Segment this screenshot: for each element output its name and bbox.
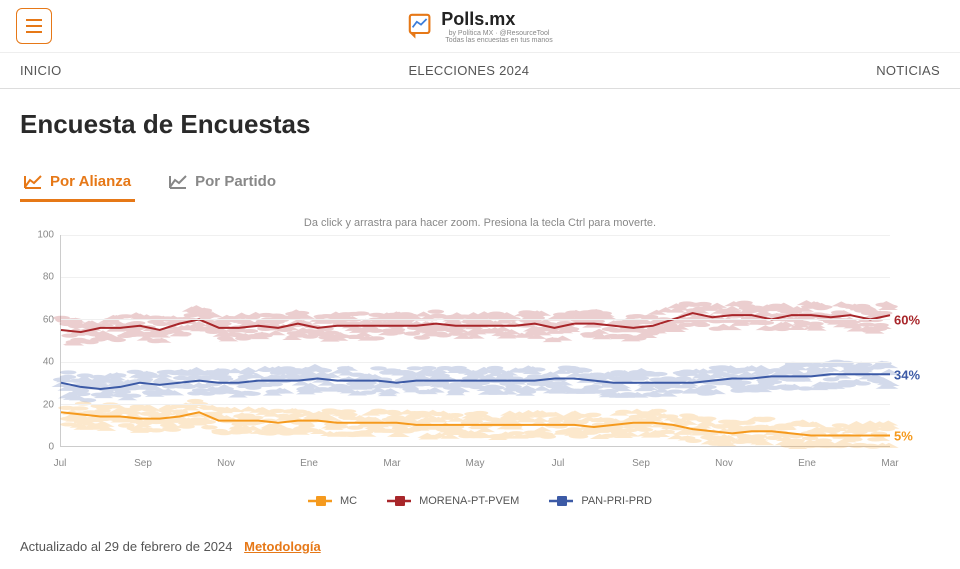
x-tick: Sep	[632, 458, 650, 469]
x-tick: May	[466, 458, 485, 469]
hamburger-icon	[25, 19, 43, 33]
y-tick: 0	[48, 442, 54, 453]
y-axis: 020406080100	[20, 235, 58, 447]
chart-plot: 020406080100 JulSepNovEneMarMayJulSepNov…	[20, 235, 940, 475]
chart-line-icon	[24, 175, 42, 189]
tab-party-label: Por Partido	[195, 173, 276, 190]
logo-area: Polls.mx by Política MX · @ResourceTool …	[52, 9, 908, 44]
end-labels: 60% 34% 5%	[894, 235, 940, 447]
x-tick: Jul	[552, 458, 565, 469]
updated-text: Actualizado al 29 de febrero de 2024	[20, 539, 233, 554]
navbar: INICIO ELECCIONES 2024 NOTICIAS	[0, 53, 960, 89]
plot-area	[60, 235, 890, 447]
chart-line-icon	[169, 175, 187, 189]
x-tick: Sep	[134, 458, 152, 469]
y-tick: 40	[43, 357, 54, 368]
topbar: Polls.mx by Política MX · @ResourceTool …	[0, 0, 960, 53]
content: Encuesta de Encuestas Por Alianza Por Pa…	[0, 89, 960, 569]
nav-elecciones[interactable]: ELECCIONES 2024	[408, 63, 529, 78]
x-axis: JulSepNovEneMarMayJulSepNovEneMar	[60, 451, 890, 475]
legend-item-mc[interactable]: MC	[308, 493, 357, 509]
end-label-mc: 5%	[894, 429, 913, 444]
legend-item-pan[interactable]: PAN-PRI-PRD	[549, 493, 652, 509]
tab-por-partido[interactable]: Por Partido	[165, 165, 280, 202]
nav-noticias[interactable]: NOTICIAS	[876, 63, 940, 78]
legend: MC MORENA-PT-PVEM PAN-PRI-PRD	[20, 493, 940, 509]
x-tick: Mar	[881, 458, 898, 469]
tab-por-alianza[interactable]: Por Alianza	[20, 165, 135, 202]
end-label-morena: 60%	[894, 312, 920, 327]
x-tick: Jul	[54, 458, 67, 469]
logo-tagline: by Política MX · @ResourceTool Todas las…	[445, 30, 552, 44]
logo-text: Polls.mx	[441, 9, 552, 30]
logo-icon	[407, 12, 435, 40]
y-tick: 20	[43, 399, 54, 410]
nav-inicio[interactable]: INICIO	[20, 63, 62, 78]
chart-hint: Da click y arrastra para hacer zoom. Pre…	[20, 217, 940, 229]
x-tick: Nov	[715, 458, 733, 469]
page-title: Encuesta de Encuestas	[20, 109, 940, 140]
y-tick: 60	[43, 314, 54, 325]
footer: Actualizado al 29 de febrero de 2024 Met…	[20, 539, 940, 554]
end-label-pan: 34%	[894, 367, 920, 382]
menu-button[interactable]	[16, 8, 52, 44]
logo[interactable]: Polls.mx by Política MX · @ResourceTool …	[407, 9, 552, 44]
tabs: Por Alianza Por Partido	[20, 165, 940, 202]
x-tick: Nov	[217, 458, 235, 469]
legend-label: MC	[340, 495, 357, 507]
chart-svg	[61, 235, 890, 446]
legend-item-morena[interactable]: MORENA-PT-PVEM	[387, 493, 519, 509]
legend-label: PAN-PRI-PRD	[581, 495, 652, 507]
legend-label: MORENA-PT-PVEM	[419, 495, 519, 507]
x-tick: Ene	[300, 458, 318, 469]
y-tick: 100	[37, 230, 54, 241]
x-tick: Mar	[383, 458, 400, 469]
legend-swatch-icon	[549, 493, 573, 509]
chart[interactable]: 020406080100 JulSepNovEneMarMayJulSepNov…	[20, 235, 940, 475]
x-tick: Ene	[798, 458, 816, 469]
legend-swatch-icon	[387, 493, 411, 509]
y-tick: 80	[43, 272, 54, 283]
legend-swatch-icon	[308, 493, 332, 509]
methodology-link[interactable]: Metodología	[244, 539, 321, 554]
tab-alliance-label: Por Alianza	[50, 173, 131, 190]
